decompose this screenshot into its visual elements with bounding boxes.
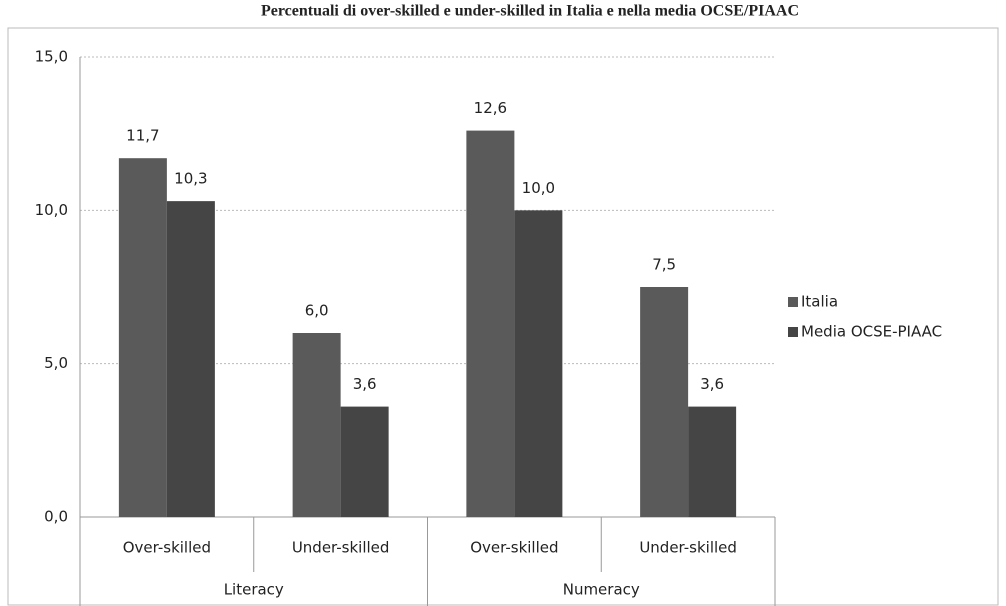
bar — [640, 287, 689, 517]
value-label: 7,5 — [652, 256, 676, 274]
group-label: Literacy — [224, 581, 284, 599]
x-tick-label: Over-skilled — [470, 539, 558, 557]
bar — [340, 406, 389, 517]
y-tick-label: 15,0 — [35, 48, 68, 66]
x-tick-label: Under-skilled — [292, 539, 390, 557]
value-label: 11,7 — [126, 127, 159, 145]
legend-swatch — [788, 327, 798, 337]
chart-frame — [7, 27, 999, 606]
bar — [514, 210, 563, 518]
x-tick-label: Under-skilled — [639, 539, 737, 557]
value-label: 3,6 — [353, 375, 377, 393]
legend-swatch — [788, 297, 798, 307]
value-label: 3,6 — [700, 375, 724, 393]
y-tick-label: 5,0 — [44, 354, 68, 372]
value-label: 10,0 — [522, 179, 555, 197]
legend-label: Media OCSE-PIAAC — [801, 323, 942, 341]
value-label: 10,3 — [174, 170, 207, 188]
group-label: Numeracy — [563, 581, 640, 599]
bar — [118, 158, 167, 517]
bar — [292, 333, 341, 517]
bar — [688, 406, 737, 517]
value-label: 12,6 — [474, 99, 507, 117]
x-tick-label: Over-skilled — [123, 539, 211, 557]
bar — [466, 130, 515, 517]
y-tick-label: 10,0 — [35, 201, 68, 219]
bar — [166, 201, 215, 517]
y-tick-label: 0,0 — [44, 508, 68, 526]
chart-title: Percentuali di over-skilled e under-skil… — [261, 3, 799, 20]
legend-label: Italia — [801, 293, 838, 311]
value-label: 6,0 — [305, 302, 329, 320]
